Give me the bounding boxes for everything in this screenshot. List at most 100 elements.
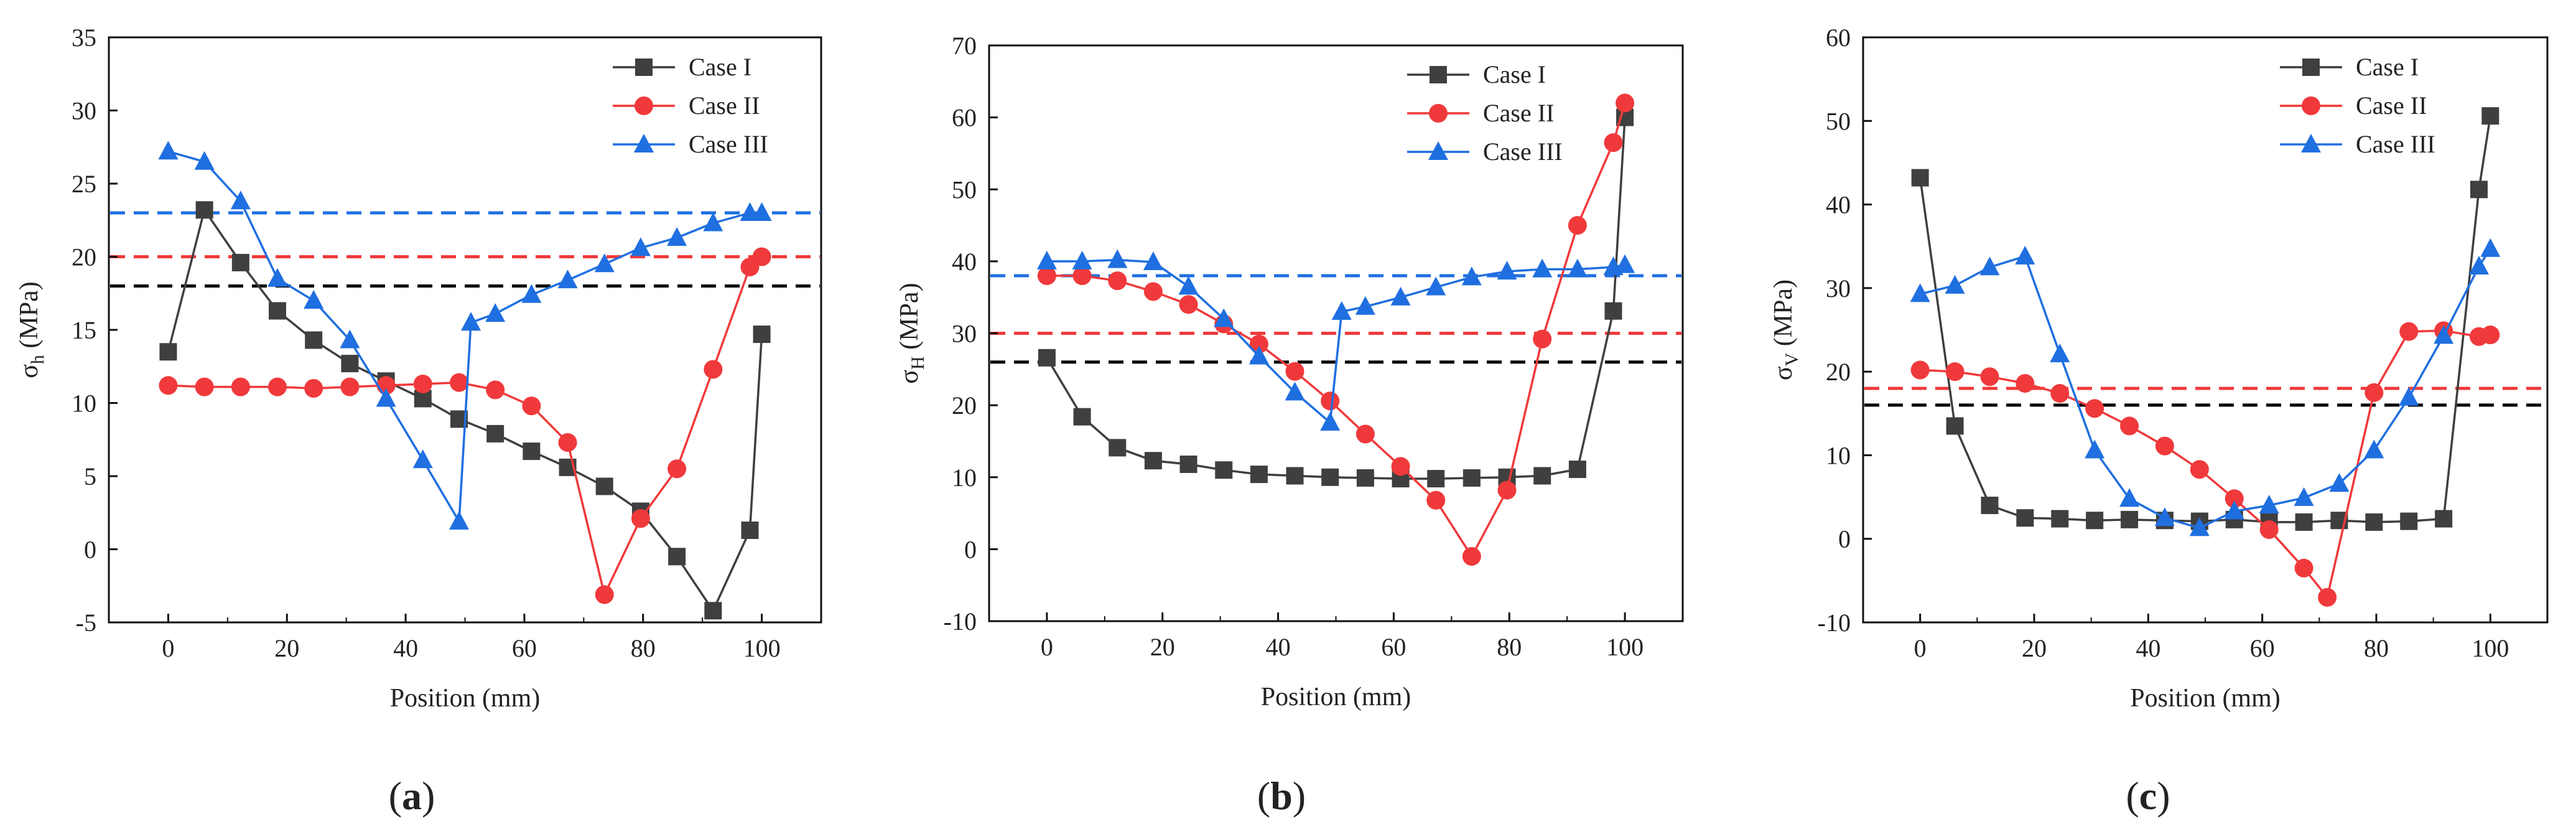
x-tick-label: 0 [1041,633,1053,661]
data-point-circle-9 [2190,460,2209,479]
data-point-circle-12 [1426,490,1446,510]
data-point-circle-10 [486,380,505,400]
data-point-triangle-1 [1036,250,1057,270]
data-point-circle-7 [2120,416,2139,436]
x-tick-label: 80 [2364,634,2389,662]
data-point-triangle-9 [2189,517,2210,537]
data-point-circle-1 [1910,360,1930,380]
data-point-triangle-14 [2364,439,2384,459]
data-point-triangle-13 [557,270,578,289]
data-point-square-legend-1 [1430,66,1447,83]
series-markers-case-iii [158,141,772,530]
data-point-circle-legend-2 [1429,104,1448,123]
data-point-triangle-19 [751,202,772,221]
data-point-triangle-6 [340,329,360,349]
y-axis-title: σH (MPa) [895,283,928,383]
data-point-circle-8 [2155,436,2174,456]
y-tick-label: 50 [1826,107,1851,135]
x-tick-label: 100 [1606,633,1644,661]
data-point-triangle-15 [630,237,651,256]
data-point-square-5 [305,331,323,349]
data-point-triangle-11 [2259,495,2279,513]
data-point-square-12 [2295,513,2313,531]
series-markers-case-i [1038,108,1634,488]
data-point-triangle-10 [1331,301,1352,320]
series-markers-case-ii [1037,93,1635,566]
y-tick-label: -10 [1818,609,1851,637]
y-tick-label: 15 [72,316,96,344]
y-tick-label: 50 [952,176,977,204]
data-point-square-2 [1073,408,1091,426]
data-point-triangle-7 [2119,488,2140,507]
y-tick-label: 25 [72,170,96,198]
legend: Case I Case II Case III [613,53,768,158]
data-point-circle-10 [1355,424,1375,444]
data-point-triangle-3 [1107,249,1128,268]
y-tick-label: 35 [72,24,96,52]
y-tick-label: 30 [1826,274,1851,302]
series-markers-case-iii [1910,238,2501,537]
data-point-circle-6 [340,377,360,396]
data-point-circle-4 [267,377,287,396]
x-tick-label: 40 [1266,633,1291,661]
data-point-triangle-5 [304,290,324,309]
data-point-square-13 [595,477,613,495]
data-point-circle-9 [1321,391,1340,411]
y-tick-label: 5 [84,462,96,490]
data-point-triangle-17 [2469,255,2489,274]
legend: Case I Case II Case III [2280,53,2435,158]
data-point-square-18 [2481,107,2499,125]
data-point-triangle-4 [267,268,287,287]
x-axis-title: Position (mm) [2130,684,2281,713]
data-point-circle-14 [631,509,650,528]
data-point-square-6 [341,355,359,373]
data-point-triangle-legend-3 [2301,134,2321,152]
data-point-square-15 [1533,467,1551,485]
data-point-square-15 [668,548,686,566]
data-point-triangle-1 [158,141,179,160]
data-point-circle-4 [2016,373,2035,393]
data-point-triangle-2 [1072,250,1092,270]
x-tick-label: 20 [1150,633,1175,661]
data-point-circle-15 [2399,322,2419,341]
data-point-circle-18 [752,247,771,266]
data-point-circle-2 [1945,362,1965,382]
panel-c: 0 20 40 60 80 100 -10 0 10 20 30 40 50 60 Position (mm… [1769,24,2549,818]
data-point-triangle-10 [461,312,481,331]
data-point-square-2 [1946,417,1964,435]
data-point-circle-18 [2481,326,2500,345]
data-point-square-4 [268,302,286,320]
data-point-triangle-16 [1532,258,1553,278]
data-point-circle-10 [2225,489,2244,509]
legend-label: Case II [1483,99,1554,127]
data-point-square-15 [2400,512,2418,530]
data-point-triangle-13 [1426,276,1446,296]
data-point-circle-5 [304,379,323,398]
data-point-triangle-12 [521,284,542,303]
data-point-triangle-11 [485,303,506,322]
data-point-circle-16 [704,360,723,379]
y-tick-label: 10 [1826,441,1851,469]
data-point-square-10 [486,424,505,443]
data-point-square-16 [2435,510,2453,528]
data-point-circle-11 [522,396,541,416]
data-point-triangle-18 [2480,238,2501,257]
data-point-triangle-legend-3 [634,134,654,152]
data-point-triangle-16 [2434,325,2454,344]
data-point-circle-18 [1616,93,1635,113]
data-point-square-2 [195,201,213,219]
data-point-square-1 [1038,349,1056,367]
data-point-square-18 [753,326,771,344]
data-point-square-7 [2121,510,2139,528]
x-tick-label: 60 [512,634,537,662]
y-tick-label: 20 [1826,358,1851,386]
x-tick-label: 20 [2022,634,2047,662]
data-point-triangle-5 [1178,276,1199,295]
data-point-square-1 [159,343,177,361]
data-point-triangle-13 [2329,473,2350,492]
data-point-circle-13 [2318,588,2337,607]
y-tick-label: 40 [1826,191,1851,219]
data-point-triangle-15 [1497,261,1517,280]
data-point-triangle-11 [1355,296,1375,315]
data-point-circle-8 [1285,362,1304,381]
